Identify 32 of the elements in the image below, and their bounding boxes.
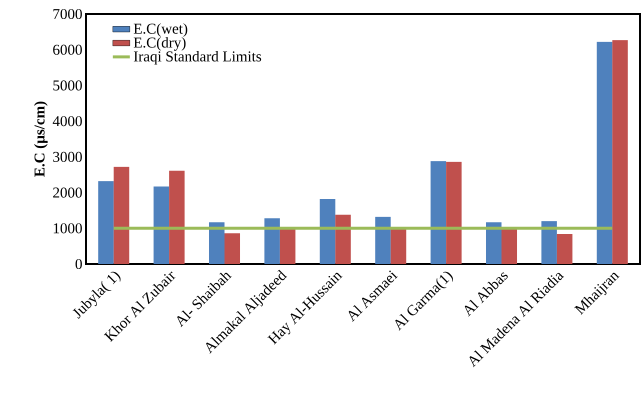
legend-label: E.C(wet) [134,23,188,37]
y-tick-label: 3000 [53,152,82,162]
bar [541,221,557,264]
y-tick-label: 2000 [53,188,82,198]
y-tick-label: 1000 [54,223,82,234]
legend-label: Iraqi Standard Limits [134,50,262,65]
bar [335,214,351,264]
y-tick-label: 6000 [53,44,82,55]
bar [390,228,406,264]
legend-label: E.C(dry) [134,37,186,51]
bar [224,233,240,264]
bar [169,170,185,264]
bar [264,218,280,264]
y-tick-label: 0 [76,258,82,270]
y-axis-title: E.C (µs/cm) [34,102,48,177]
y-tick-label: 7000 [53,8,82,20]
bar [154,186,170,264]
bar [114,166,130,264]
bar [280,228,296,264]
bar [98,181,114,264]
bar [208,222,225,264]
bar [556,234,572,264]
bar [375,216,391,264]
bar [486,222,502,264]
bar [596,42,612,264]
bar [320,199,336,264]
bar [430,161,446,264]
bar [446,162,462,264]
y-tick-label: 5000 [53,80,82,90]
bar [502,228,518,264]
bar [612,40,628,264]
y-tick-label: 4000 [52,116,82,126]
